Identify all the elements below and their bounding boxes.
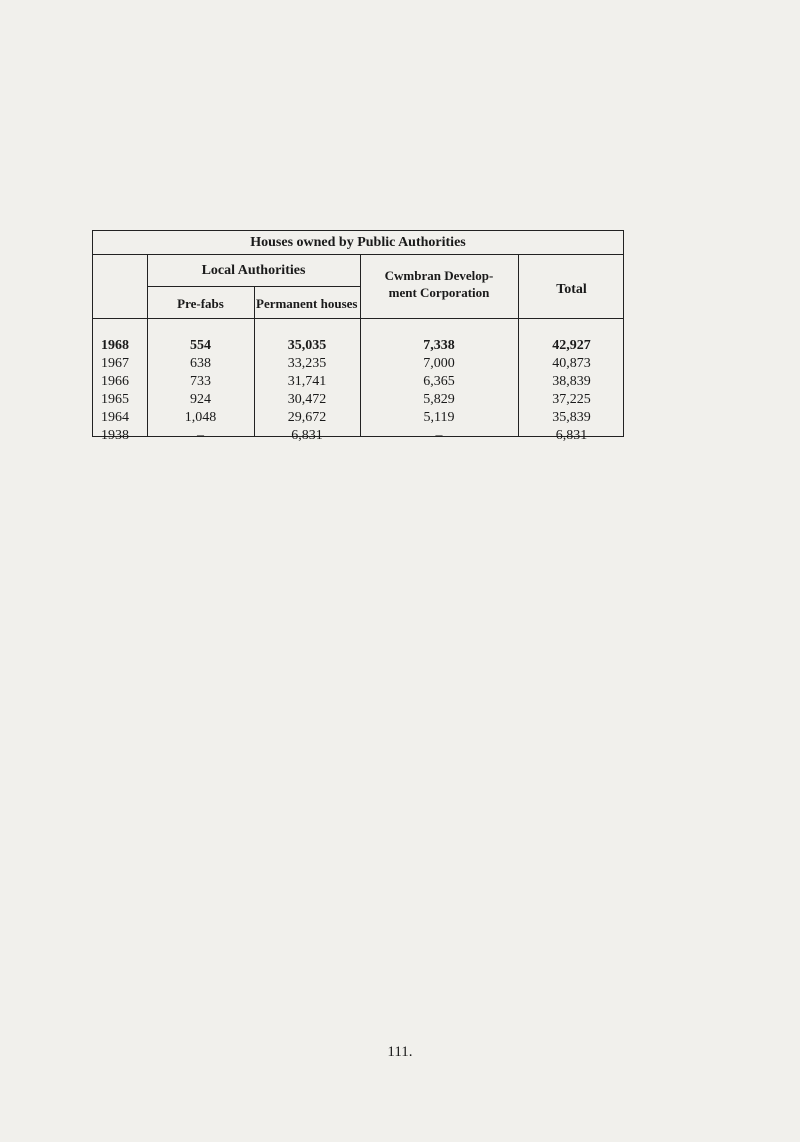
cell-cwmbran: –: [435, 428, 443, 443]
cell-prefabs: 733: [190, 374, 211, 389]
cell-total: 42,927: [552, 338, 591, 353]
divider: [93, 318, 623, 319]
cell-year: 1938: [101, 428, 129, 443]
divider: [93, 254, 623, 255]
table-title: Houses owned by Public Authorities: [250, 235, 466, 250]
divider: [254, 286, 255, 436]
cell-permanent: 31,741: [287, 374, 327, 389]
cell-total: 35,839: [552, 410, 591, 425]
cell-permanent: 6,831: [291, 428, 323, 443]
column-header-cwmbran: Cwmbran Develop- ment Corporation: [360, 267, 518, 301]
cell-year: 1965: [101, 392, 129, 407]
cell-year: 1967: [101, 356, 129, 371]
cwmbran-line1: Cwmbran Develop-: [384, 268, 494, 283]
page-number: 111.: [387, 1044, 413, 1060]
cell-permanent: 33,235: [287, 356, 327, 371]
divider: [147, 254, 148, 436]
cell-cwmbran: 5,829: [423, 392, 455, 407]
cell-year: 1968: [101, 338, 129, 353]
cell-permanent: 29,672: [287, 410, 327, 425]
column-header-prefabs: Pre-fabs: [177, 296, 224, 311]
cell-cwmbran: 6,365: [423, 374, 455, 389]
cell-cwmbran: 7,000: [423, 356, 455, 371]
cell-cwmbran: 5,119: [423, 410, 455, 425]
cell-year: 1964: [101, 410, 129, 425]
cell-prefabs: 1,048: [184, 410, 217, 425]
cell-total: 38,839: [552, 374, 591, 389]
cell-total: 37,225: [552, 392, 591, 407]
cell-total: 6,831: [555, 428, 588, 443]
houses-table: Houses owned by Public Authorities Local…: [92, 230, 624, 443]
cell-year: 1966: [101, 374, 129, 389]
divider: [360, 254, 361, 436]
cell-total: 40,873: [552, 356, 591, 371]
cell-prefabs: 924: [190, 392, 211, 407]
column-header-permanent: Permanent houses: [256, 296, 358, 311]
cwmbran-line2: ment Corporation: [388, 285, 490, 300]
cell-prefabs: 554: [190, 338, 211, 353]
cell-prefabs: 638: [190, 356, 211, 371]
divider: [518, 254, 519, 436]
column-header-total: Total: [556, 282, 587, 297]
cell-permanent: 30,472: [287, 392, 327, 407]
cell-permanent: 35,035: [287, 338, 327, 353]
cell-prefabs: –: [197, 428, 204, 443]
group-header-local-authorities: Local Authorities: [201, 263, 306, 278]
cell-cwmbran: 7,338: [423, 338, 455, 353]
